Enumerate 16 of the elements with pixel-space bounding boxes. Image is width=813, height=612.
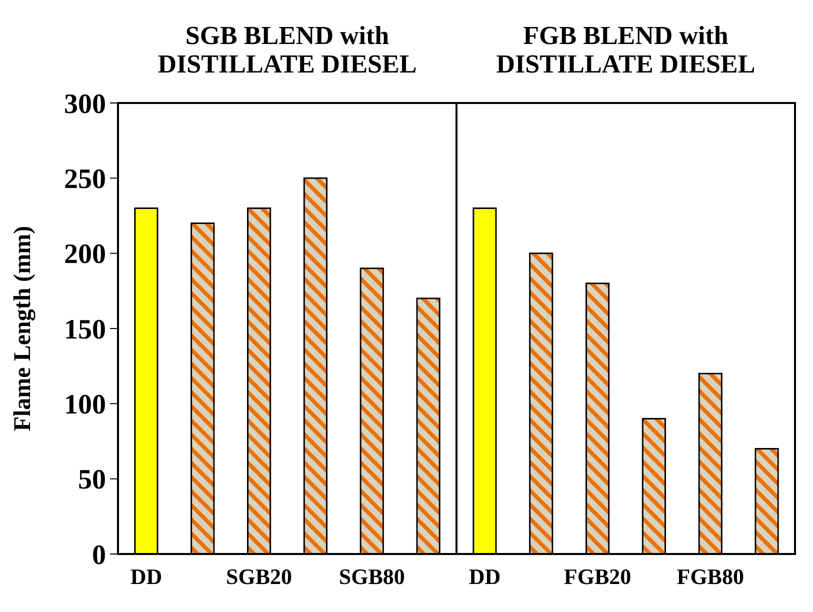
y-tick-label: 300 bbox=[64, 88, 106, 120]
y-tick-label: 200 bbox=[64, 239, 106, 270]
y-tick-label: 50 bbox=[78, 464, 106, 496]
y-tick-label: 100 bbox=[64, 389, 106, 420]
y-axis-title: Flame Length (mm) bbox=[10, 226, 36, 432]
x-tick-label: FGB80 bbox=[676, 564, 744, 589]
x-tick-label: SGB20 bbox=[226, 564, 292, 589]
y-tick-label: 250 bbox=[64, 164, 106, 195]
text: FGB BLEND with DISTILLATE DIESEL bbox=[496, 21, 756, 79]
x-tick-label: DD bbox=[468, 564, 501, 589]
x-tick-label: DD bbox=[130, 564, 162, 589]
y-tick-label: 0 bbox=[92, 540, 106, 571]
x-tick-label: SGB80 bbox=[338, 564, 405, 589]
text: SGB BLEND with DISTILLATE DIESEL bbox=[158, 21, 417, 79]
y-tick-label: 150 bbox=[64, 314, 106, 346]
x-tick-label: FGB20 bbox=[564, 564, 632, 589]
